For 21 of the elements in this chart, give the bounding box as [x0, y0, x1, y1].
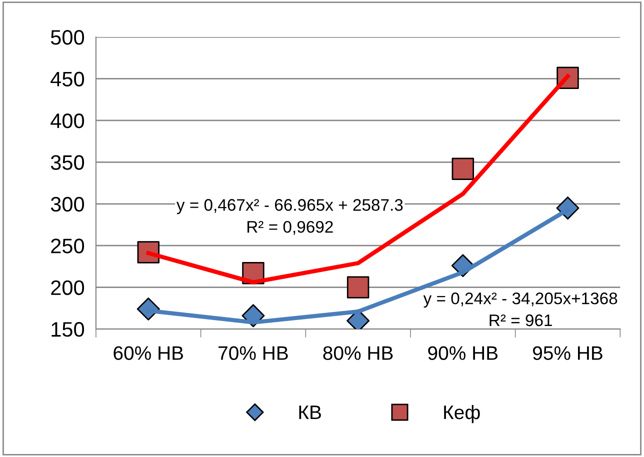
y-tick-label: 300	[50, 196, 84, 212]
legend-label: КВ	[299, 406, 321, 420]
x-tick-label: 95% НВ	[532, 346, 602, 360]
y-tick-label: 200	[51, 280, 84, 296]
legend-label: Кеф	[444, 404, 480, 424]
y-tick-label: 500	[50, 30, 84, 45]
x-tick-label: 90% НВ	[428, 346, 498, 360]
annotation: y = 0,24x² - 34,205x+1368	[423, 292, 618, 308]
x-tick-label: 60% НВ	[114, 346, 184, 360]
point	[346, 276, 370, 298]
y-tick-label: 350	[50, 155, 84, 170]
y-tick-label: 250	[51, 238, 84, 254]
y-tick-label: 450	[50, 72, 84, 86]
x-tick-label: 80% НВ	[323, 346, 393, 360]
x-tick-label: 70% НВ	[218, 346, 288, 360]
annotation: y = 0,467x² - 66.965x + 2587.3	[176, 199, 403, 214]
point	[452, 158, 474, 180]
annotation: R² = 961	[490, 314, 552, 326]
y-tick-label: 400	[50, 113, 84, 128]
annotation: R² = 0,9692	[248, 220, 333, 235]
y-tick-label: 150	[52, 322, 84, 337]
